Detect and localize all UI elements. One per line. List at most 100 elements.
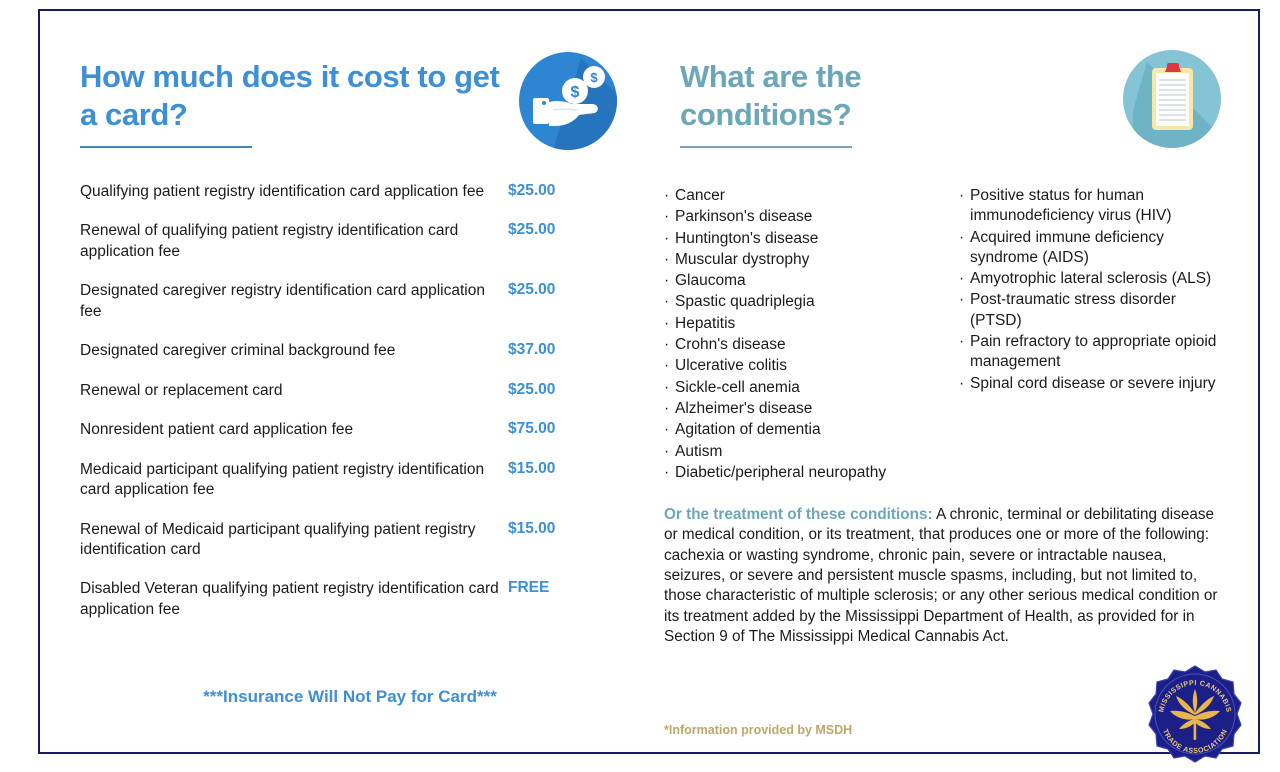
list-item: · Ulcerative colitis bbox=[664, 356, 959, 376]
fee-amount: $37.00 bbox=[508, 341, 556, 359]
cost-heading-block: How much does it cost to get a card? bbox=[80, 58, 500, 148]
fee-row: Renewal of qualifying patient registry i… bbox=[80, 221, 620, 262]
condition-label: Spinal cord disease or severe injury bbox=[970, 374, 1216, 392]
list-item: · Parkinson's disease bbox=[664, 207, 959, 227]
list-item: · Glaucoma bbox=[664, 271, 959, 291]
list-item: · Sickle-cell anemia bbox=[664, 378, 959, 398]
conditions-title-underline bbox=[680, 145, 852, 148]
list-item: · Pain refractory to appropriate opioid m… bbox=[959, 332, 1229, 373]
condition-label: Sickle-cell anemia bbox=[675, 378, 800, 396]
conditions-column-right: · Positive status for human immunodeficie… bbox=[959, 186, 1229, 484]
condition-label: Spastic quadriplegia bbox=[675, 293, 815, 311]
conditions-section-title: What are the conditions? bbox=[680, 59, 862, 132]
list-item: · Positive status for human immunodeficie… bbox=[959, 186, 1229, 227]
condition-label: Pain refractory to appropriate opioid ma… bbox=[970, 333, 1217, 371]
mississippi-cannabis-trade-association-badge: MISSISSIPPI CANNABIS TRADE ASSOCIATION bbox=[1143, 663, 1247, 767]
condition-label: Muscular dystrophy bbox=[675, 250, 810, 268]
fee-amount: $25.00 bbox=[508, 221, 556, 239]
fee-table: Qualifying patient registry identificati… bbox=[80, 182, 620, 639]
condition-label: Cancer bbox=[675, 187, 725, 204]
svg-text:$: $ bbox=[571, 84, 580, 101]
list-item: · Cancer bbox=[664, 186, 959, 206]
condition-label: Parkinson's disease bbox=[675, 208, 813, 226]
list-item: · Acquired immune deficiency syndrome (AI… bbox=[959, 228, 1229, 269]
fee-label: Medicaid participant qualifying patient … bbox=[80, 460, 485, 499]
fee-label: Designated caregiver criminal background… bbox=[80, 342, 396, 360]
list-item: · Post-traumatic stress disorder (PTSD) bbox=[959, 290, 1229, 331]
bullet-icon: · bbox=[959, 333, 965, 351]
bullet-icon: · bbox=[959, 291, 965, 309]
bullet-icon: · bbox=[664, 463, 670, 481]
fee-row: Renewal of Medicaid participant qualifyi… bbox=[80, 520, 620, 561]
fee-amount: $15.00 bbox=[508, 459, 556, 477]
fee-row: Renewal or replacement card $25.00 bbox=[80, 381, 620, 401]
fee-label: Disabled Veteran qualifying patient regi… bbox=[80, 580, 499, 618]
list-item: · Crohn's disease bbox=[664, 335, 959, 355]
treatment-lead-in: Or the treatment of these conditions: bbox=[664, 506, 933, 523]
bullet-icon: · bbox=[664, 442, 670, 460]
bullet-icon: · bbox=[959, 187, 965, 204]
condition-label: Glaucoma bbox=[675, 272, 746, 290]
bullet-icon: · bbox=[664, 208, 670, 226]
clipboard-icon bbox=[1123, 50, 1221, 148]
hand-holding-money-icon: $ $ bbox=[519, 52, 617, 150]
fee-amount: FREE bbox=[508, 579, 550, 597]
conditions-heading-block: What are the conditions? bbox=[680, 58, 980, 148]
bullet-icon: · bbox=[664, 357, 670, 375]
fee-amount: $25.00 bbox=[508, 380, 556, 398]
condition-label: Ulcerative colitis bbox=[675, 357, 787, 375]
fee-amount: $25.00 bbox=[508, 281, 556, 299]
fee-row: Designated caregiver registry identifica… bbox=[80, 281, 620, 322]
fee-label: Renewal of Medicaid participant qualifyi… bbox=[80, 520, 476, 558]
fee-label: Renewal or replacement card bbox=[80, 381, 283, 399]
bullet-icon: · bbox=[664, 399, 670, 417]
bullet-icon: · bbox=[664, 187, 670, 204]
fee-label: Renewal of qualifying patient registry i… bbox=[80, 222, 459, 260]
treatment-body: A chronic, terminal or debilitating dise… bbox=[664, 506, 1218, 646]
source-attribution: *Information provided by MSDH bbox=[664, 723, 853, 737]
fee-row: Designated caregiver criminal background… bbox=[80, 341, 620, 361]
list-item: · Muscular dystrophy bbox=[664, 250, 959, 270]
list-item: · Alzheimer's disease bbox=[664, 399, 959, 419]
conditions-column-left: · Cancer · Parkinson's disease · Huntington… bbox=[664, 186, 959, 484]
bullet-icon: · bbox=[664, 250, 670, 268]
fee-amount: $75.00 bbox=[508, 420, 556, 438]
treatment-paragraph: Or the treatment of these conditions: A … bbox=[664, 505, 1220, 647]
bullet-icon: · bbox=[664, 336, 670, 354]
condition-label: Amyotrophic lateral sclerosis (ALS) bbox=[970, 270, 1212, 288]
bullet-icon: · bbox=[664, 293, 670, 311]
fee-label: Designated caregiver registry identifica… bbox=[80, 282, 485, 320]
fee-amount: $25.00 bbox=[508, 182, 556, 199]
condition-label: Huntington's disease bbox=[675, 229, 819, 247]
list-item: · Amyotrophic lateral sclerosis (ALS) bbox=[959, 269, 1229, 289]
condition-label: Hepatitis bbox=[675, 314, 736, 332]
bullet-icon: · bbox=[664, 421, 670, 439]
condition-label: Post-traumatic stress disorder (PTSD) bbox=[970, 291, 1176, 329]
list-item: · Hepatitis bbox=[664, 314, 959, 334]
condition-label: Autism bbox=[675, 442, 723, 460]
cost-title-underline bbox=[80, 145, 252, 148]
condition-label: Positive status for human immunodeficien… bbox=[970, 187, 1172, 225]
insurance-disclaimer: ***Insurance Will Not Pay for Card*** bbox=[203, 687, 497, 706]
bullet-icon: · bbox=[664, 378, 670, 396]
condition-label: Acquired immune deficiency syndrome (AID… bbox=[970, 228, 1164, 266]
fee-row: Medicaid participant qualifying patient … bbox=[80, 460, 620, 501]
condition-label: Alzheimer's disease bbox=[675, 399, 813, 417]
fee-label: Qualifying patient registry identificati… bbox=[80, 183, 485, 200]
bullet-icon: · bbox=[664, 314, 670, 332]
conditions-lists: · Cancer · Parkinson's disease · Huntington… bbox=[664, 186, 1229, 484]
list-item: · Diabetic/peripheral neuropathy bbox=[664, 463, 959, 483]
list-item: · Spastic quadriplegia bbox=[664, 292, 959, 312]
cost-section-title: How much does it cost to get a card? bbox=[80, 59, 500, 132]
fee-amount: $15.00 bbox=[508, 519, 556, 537]
fee-label: Nonresident patient card application fee bbox=[80, 421, 354, 439]
list-item: · Spinal cord disease or severe injury bbox=[959, 374, 1229, 394]
list-item: · Huntington's disease bbox=[664, 229, 959, 249]
svg-text:$: $ bbox=[590, 70, 598, 85]
bullet-icon: · bbox=[959, 374, 965, 392]
list-item: · Autism bbox=[664, 442, 959, 462]
bullet-icon: · bbox=[664, 229, 670, 247]
bullet-icon: · bbox=[959, 270, 965, 288]
list-item: · Agitation of dementia bbox=[664, 420, 959, 440]
